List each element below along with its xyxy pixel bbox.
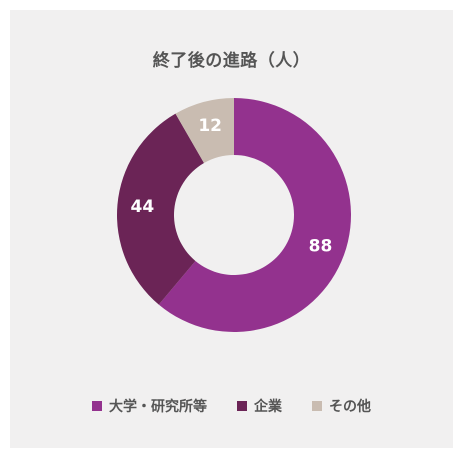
chart-title: 終了後の進路（人）	[152, 51, 311, 71]
legend-label-other: その他	[329, 399, 371, 415]
slice-university	[158, 98, 351, 332]
legend-swatch-other	[312, 401, 322, 411]
slice-other	[175, 98, 234, 164]
legend-swatch-university	[92, 401, 102, 411]
legend-label-university: 大学・研究所等	[109, 399, 207, 415]
legend-swatch-company	[237, 401, 247, 411]
slice-company	[116, 113, 204, 305]
slice-label-university: 88	[309, 236, 333, 256]
legend-label-company: 企業	[254, 399, 282, 415]
slice-label-other: 12	[198, 116, 222, 136]
legend-item-company: 企業	[237, 396, 282, 416]
legend-item-university: 大学・研究所等	[92, 396, 207, 416]
slice-label-company: 44	[131, 197, 155, 217]
chart-panel: 終了後の進路（人） 88 44 12 大学・研究所等 企業 その他	[10, 10, 453, 448]
legend: 大学・研究所等 企業 その他	[10, 396, 453, 416]
donut-chart: 88 44 12	[116, 98, 351, 332]
legend-item-other: その他	[312, 396, 371, 416]
